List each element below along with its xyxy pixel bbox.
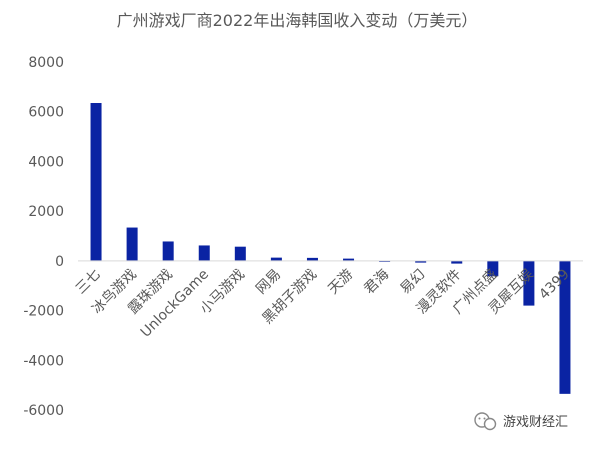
bar	[198, 245, 210, 261]
x-tick-label: 君海	[361, 266, 392, 297]
y-axis: 8000 6000 4000 2000 0 -2000 -4000 -6000	[23, 55, 64, 419]
bars	[90, 103, 571, 394]
x-tick-label: 网易	[253, 266, 284, 297]
x-tick-label: 天游	[325, 266, 356, 297]
bar	[126, 227, 138, 261]
bar	[234, 246, 246, 261]
watermark: 游戏财经汇	[474, 412, 568, 431]
y-tick-label: -6000	[23, 403, 64, 419]
bar	[270, 257, 282, 261]
bar	[379, 260, 391, 262]
bar	[343, 258, 355, 261]
y-tick-label: 2000	[28, 204, 64, 220]
bar	[306, 257, 318, 261]
x-tick-label: 三七	[73, 266, 104, 297]
wechat-icon	[474, 412, 497, 431]
bar	[487, 260, 499, 277]
y-tick-label: -2000	[23, 304, 64, 320]
bar	[559, 260, 571, 394]
y-tick-label: 8000	[28, 55, 64, 71]
y-tick-label: 4000	[28, 154, 64, 170]
bar	[162, 241, 174, 261]
watermark-text: 游戏财经汇	[503, 415, 568, 430]
bar	[415, 260, 427, 263]
y-tick-label: 6000	[28, 105, 64, 121]
bar	[90, 103, 102, 261]
y-tick-label: 0	[55, 254, 64, 270]
y-tick-label: -4000	[23, 353, 64, 369]
x-tick-label: 易幻	[397, 266, 428, 297]
bar	[523, 260, 535, 306]
chart-title: 广州游戏厂商2022年出海韩国收入变动（万美元）	[117, 11, 478, 30]
bar	[451, 260, 463, 264]
